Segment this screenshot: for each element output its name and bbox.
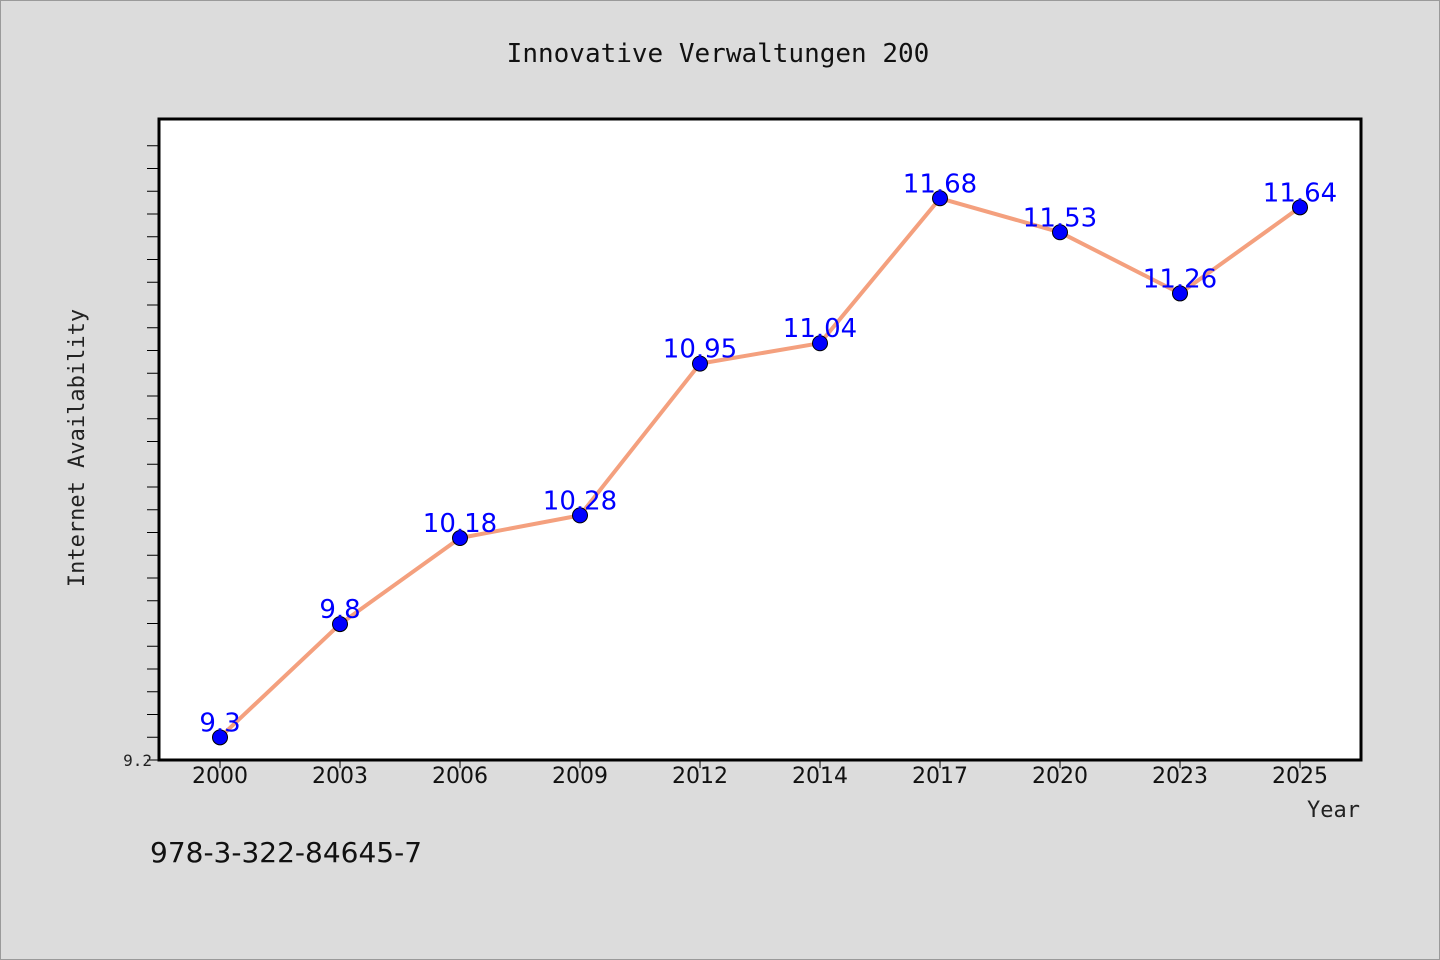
x-axis-tick-labels: 2000 2003 2006 2009 2012 2014 2017 2020 2023 2025 — [192, 764, 1328, 789]
data-point — [452, 530, 468, 547]
data-point — [1172, 285, 1188, 302]
data-label: 10.18 — [423, 509, 497, 539]
x-tick-label: 2014 — [792, 764, 848, 789]
data-label: 10.95 — [663, 335, 737, 365]
x-axis-label: Year — [1307, 798, 1360, 823]
x-tick-label: 2012 — [672, 764, 728, 789]
data-point — [812, 335, 828, 352]
data-point — [932, 190, 948, 207]
x-tick-label: 2003 — [312, 764, 368, 789]
series-layer: 9.3 9.8 10.18 10.28 10.95 11.04 11.68 11.53 11.2… — [199, 169, 1337, 746]
data-label: 10.28 — [543, 486, 617, 516]
data-point — [692, 355, 708, 372]
x-tick-label: 2023 — [1152, 764, 1208, 789]
data-label: 11.64 — [1263, 178, 1337, 208]
data-label: 11.26 — [1143, 264, 1217, 294]
data-label: 9.3 — [199, 708, 240, 738]
data-label: 11.53 — [1023, 203, 1097, 233]
x-tick-label: 2017 — [912, 764, 968, 789]
x-axis-ticks — [219, 760, 1301, 768]
y-axis-ticks — [147, 145, 159, 761]
data-point — [332, 616, 348, 633]
data-point — [1292, 199, 1308, 216]
x-tick-label: 2006 — [432, 764, 488, 789]
data-point — [572, 507, 588, 524]
data-label: 9.8 — [319, 595, 360, 625]
plot-area — [157, 117, 1363, 762]
y-tick-label: 9.2 — [123, 751, 152, 770]
y-axis-label: Internet Availability — [65, 309, 90, 587]
data-point — [1052, 224, 1068, 241]
isbn-footer: 978-3-322-84645-7 — [150, 836, 422, 869]
data-point — [212, 729, 228, 746]
chart-title: Innovative Verwaltungen 200 — [507, 39, 930, 69]
series-line — [218, 196, 1302, 740]
x-tick-label: 2009 — [552, 764, 608, 789]
x-tick-label: 2000 — [192, 764, 248, 789]
x-tick-label: 2020 — [1032, 764, 1088, 789]
data-label: 11.68 — [903, 169, 977, 199]
data-label: 11.04 — [783, 314, 857, 344]
x-tick-label: 2025 — [1272, 764, 1328, 789]
